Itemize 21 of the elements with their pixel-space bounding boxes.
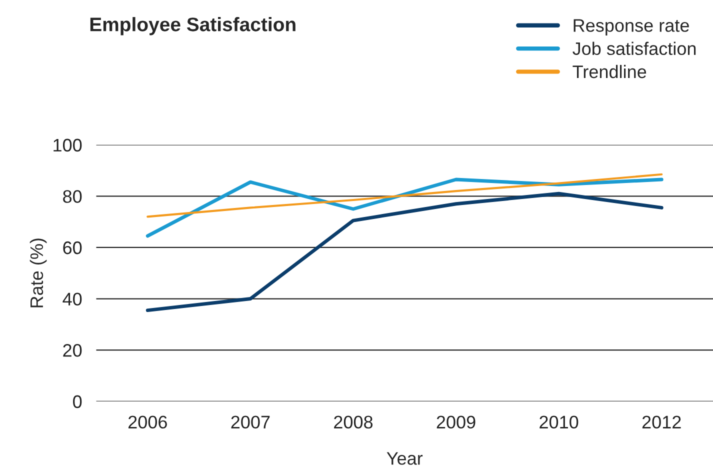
x-tick-label: 2008 bbox=[334, 416, 373, 429]
x-tick-label: 2006 bbox=[128, 416, 167, 429]
line-series bbox=[146, 173, 663, 218]
legend-label: Trendline bbox=[572, 64, 646, 78]
y-tick-label: 20 bbox=[63, 344, 82, 357]
y-tick-label: 80 bbox=[63, 190, 82, 203]
y-axis-title: Rate (%) bbox=[30, 238, 47, 308]
legend-label: Response rate bbox=[574, 19, 689, 36]
line-series bbox=[146, 178, 664, 238]
x-tick-label: 2010 bbox=[540, 416, 578, 429]
y-tick-label: 60 bbox=[63, 241, 82, 254]
legend-label: Job satisfaction bbox=[572, 42, 696, 56]
x-tick-label: 2007 bbox=[231, 416, 270, 429]
x-tick-label: 2012 bbox=[642, 416, 681, 429]
y-tick-label: 100 bbox=[54, 138, 82, 152]
y-tick-label: 40 bbox=[62, 292, 82, 306]
x-axis-title: Year bbox=[386, 452, 423, 465]
line-series bbox=[146, 192, 664, 312]
x-tick-label: 2009 bbox=[436, 416, 476, 429]
y-tick-label: 0 bbox=[73, 395, 82, 408]
chart-title: Employee Satisfaction bbox=[90, 17, 296, 36]
